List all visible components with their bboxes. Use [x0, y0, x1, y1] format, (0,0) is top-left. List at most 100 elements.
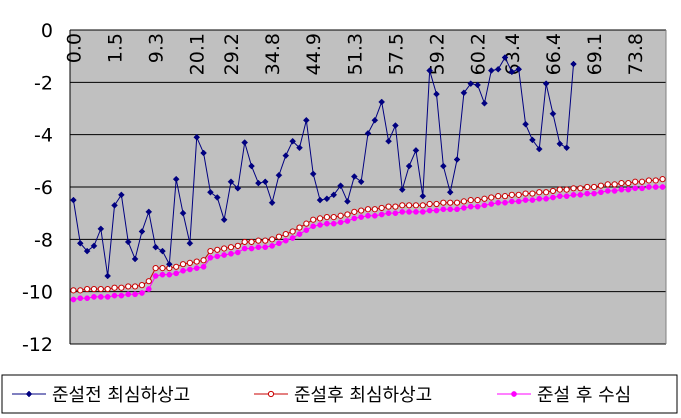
data-point	[406, 209, 412, 215]
data-point	[426, 207, 433, 214]
data-point	[392, 210, 399, 217]
series-3	[70, 184, 666, 303]
data-point	[255, 179, 262, 187]
data-point	[289, 137, 296, 145]
data-point	[487, 67, 495, 74]
data-point	[461, 205, 467, 211]
data-point	[440, 206, 447, 213]
y-tick-label: -8	[34, 229, 53, 251]
x-tick-label: 60.2	[468, 33, 490, 75]
data-point	[323, 195, 331, 203]
data-point	[104, 285, 111, 293]
data-point	[261, 178, 269, 186]
data-point	[289, 228, 296, 235]
data-point	[221, 252, 227, 258]
data-point	[323, 213, 330, 221]
data-point	[646, 184, 652, 190]
data-point	[241, 238, 248, 246]
data-point	[172, 175, 180, 183]
x-tick-label: 69.1	[584, 33, 606, 75]
y-tick-label: -6	[34, 177, 53, 199]
data-point	[570, 192, 577, 198]
data-point	[296, 231, 303, 237]
data-point	[316, 196, 324, 204]
data-point	[111, 201, 118, 209]
data-point	[371, 116, 379, 124]
data-point	[84, 295, 90, 302]
data-point	[570, 185, 577, 192]
data-point	[440, 199, 447, 206]
data-point	[200, 263, 207, 270]
data-point	[303, 220, 310, 227]
data-point	[467, 80, 475, 87]
data-point	[371, 206, 378, 213]
data-point	[515, 191, 522, 198]
data-point	[535, 145, 543, 153]
data-point	[392, 122, 399, 129]
data-point	[542, 80, 550, 87]
data-point	[159, 271, 166, 278]
data-point	[207, 188, 214, 196]
data-point	[145, 278, 152, 285]
data-point	[474, 81, 481, 89]
data-point	[310, 223, 317, 230]
data-point	[152, 243, 159, 251]
data-point	[282, 231, 289, 238]
data-point	[659, 184, 666, 190]
data-point	[97, 294, 104, 300]
data-point	[180, 267, 186, 274]
data-point	[187, 266, 193, 273]
data-point	[138, 228, 146, 235]
data-point	[200, 149, 207, 157]
data-point	[515, 198, 522, 205]
data-point	[611, 188, 618, 194]
x-axis-tick-labels: 0.0 1.5 9.3 20.1 29.2 34.8 44.9 51.3 57.5 59.2 60.…	[63, 33, 647, 75]
legend-label: 준설 후 수심	[537, 385, 631, 406]
data-point	[214, 253, 221, 260]
legend-label: 준설전 최심하상고	[52, 385, 190, 406]
data-point	[241, 139, 249, 146]
x-tick-label: 29.2	[221, 33, 243, 75]
data-point	[453, 156, 461, 163]
data-point	[639, 185, 645, 192]
data-point	[364, 130, 372, 137]
data-point	[577, 192, 584, 198]
x-tick-label: 63.4	[502, 33, 524, 75]
y-tick-label: -12	[22, 334, 53, 356]
data-point	[385, 203, 392, 210]
data-point	[234, 242, 241, 249]
legend: 준설전 최심하상고 준설후 최심하상고 준설 후 수심	[1, 374, 678, 414]
data-point	[385, 137, 392, 145]
data-point	[262, 244, 269, 251]
data-point	[289, 235, 296, 241]
data-point	[193, 265, 200, 271]
data-point	[302, 116, 310, 124]
data-point	[419, 209, 426, 215]
data-point	[494, 65, 502, 73]
data-point	[118, 292, 125, 299]
data-point	[296, 224, 303, 231]
data-point	[330, 191, 338, 199]
data-point	[213, 194, 221, 201]
data-point	[193, 258, 200, 265]
data-point	[597, 182, 605, 189]
data-point	[508, 68, 516, 76]
x-tick-label: 57.5	[385, 33, 407, 75]
data-point	[227, 178, 235, 186]
data-point	[556, 186, 563, 193]
data-point	[193, 133, 201, 141]
data-point	[330, 220, 337, 227]
data-point	[563, 193, 570, 200]
data-point	[344, 198, 351, 205]
data-point	[625, 179, 632, 187]
data-point	[118, 284, 125, 291]
legend-swatch-marker	[511, 391, 517, 397]
legend-item: 준설 후 수심	[497, 385, 631, 406]
data-point	[495, 199, 502, 206]
data-point	[83, 247, 91, 255]
legend-box	[1, 374, 678, 414]
data-point	[268, 236, 276, 243]
data-point	[618, 179, 625, 187]
data-point	[392, 203, 399, 210]
